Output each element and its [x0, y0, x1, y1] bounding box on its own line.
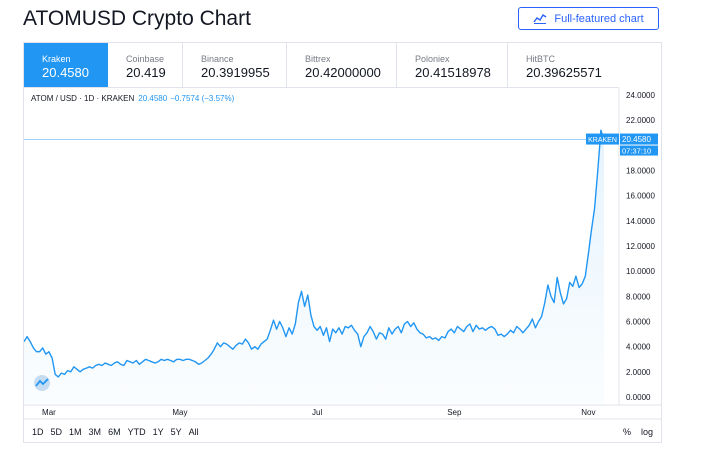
- y-tick-label: 22.0000: [626, 116, 655, 125]
- price-area: [24, 130, 604, 405]
- scale-options: % log: [623, 427, 653, 437]
- tab-exchange-name: Bittrex: [305, 54, 331, 64]
- tab-kraken[interactable]: Kraken 20.4580: [24, 43, 108, 87]
- y-tick-label: 18.0000: [626, 167, 655, 176]
- timeframe-all[interactable]: All: [188, 427, 199, 437]
- countdown-badge: [620, 145, 658, 156]
- x-tick-label: Nov: [581, 408, 595, 417]
- tab-hitbtc[interactable]: HitBTC 20.39625571: [508, 43, 618, 87]
- y-tick-label: 12.0000: [626, 242, 655, 251]
- y-tick-label: 2.0000: [626, 368, 651, 377]
- timeframe-bar: 1D 5D 1M 3M 6M YTD 1Y 5Y All: [32, 427, 206, 437]
- tab-price: 20.3919955: [201, 65, 270, 80]
- timeframe-1m[interactable]: 1M: [69, 427, 82, 437]
- last-price-exchange-badge: [586, 133, 619, 145]
- log-scale-toggle[interactable]: log: [640, 427, 653, 437]
- tradingview-logo-icon[interactable]: [32, 375, 52, 391]
- legend-value: 20.4580: [138, 94, 168, 103]
- tab-exchange-name: HitBTC: [526, 54, 555, 64]
- x-tick-label: Mar: [42, 408, 56, 417]
- y-tick-label: 14.0000: [626, 217, 655, 226]
- x-tick-label: Jul: [312, 408, 322, 417]
- tab-exchange-name: Binance: [201, 54, 234, 64]
- chart-legend: ATOM / USD · 1D · KRAKEN 20.4580 −0.7574 (…: [31, 94, 234, 103]
- countdown-value: 07:37:10: [622, 147, 651, 156]
- tab-price: 20.42000000: [305, 65, 381, 80]
- tab-poloniex[interactable]: Poloniex 20.41518978: [397, 43, 508, 87]
- chart-widget: Kraken 20.4580 Coinbase 20.419 Binance 2…: [23, 42, 662, 443]
- tab-price: 20.419: [126, 65, 166, 80]
- tab-binance[interactable]: Binance 20.3919955: [183, 43, 287, 87]
- tab-price: 20.39625571: [526, 65, 602, 80]
- x-tick-label: Sep: [447, 408, 462, 417]
- timeframe-ytd[interactable]: YTD: [127, 427, 146, 437]
- timeframe-1d[interactable]: 1D: [32, 427, 44, 437]
- price-line: [24, 129, 605, 378]
- y-tick-label: 24.0000: [626, 91, 655, 100]
- timeframe-6m[interactable]: 6M: [108, 427, 121, 437]
- tab-price: 20.4580: [42, 65, 89, 80]
- y-tick-label: 4.0000: [626, 343, 651, 352]
- tab-exchange-name: Kraken: [42, 54, 71, 64]
- full-featured-chart-label: Full-featured chart: [554, 12, 644, 25]
- tab-coinbase[interactable]: Coinbase 20.419: [108, 43, 183, 87]
- page-title: ATOMUSD Crypto Chart: [23, 7, 251, 30]
- last-price-value: 20.4580: [622, 135, 651, 144]
- y-tick-label: 6.0000: [626, 318, 651, 327]
- tab-exchange-name: Poloniex: [415, 54, 450, 64]
- full-featured-chart-button[interactable]: Full-featured chart: [518, 7, 659, 30]
- legend-symbol: ATOM / USD · 1D · KRAKEN: [31, 94, 135, 103]
- timeframe-1y[interactable]: 1Y: [152, 427, 164, 437]
- timeframe-5y[interactable]: 5Y: [170, 427, 182, 437]
- tab-price: 20.41518978: [415, 65, 491, 80]
- percent-scale-toggle[interactable]: %: [622, 427, 631, 437]
- y-tick-label: 8.0000: [626, 292, 651, 301]
- y-tick-label: 0.0000: [626, 393, 651, 402]
- y-tick-label: 10.0000: [626, 267, 655, 276]
- x-tick-label: May: [172, 408, 187, 417]
- timeframe-5d[interactable]: 5D: [50, 427, 63, 437]
- tab-exchange-name: Coinbase: [126, 54, 165, 64]
- timeframe-3m[interactable]: 3M: [88, 427, 102, 437]
- legend-change: −0.7574 (−3.57%): [170, 94, 235, 103]
- y-tick-label: 16.0000: [626, 192, 655, 201]
- tab-bittrex[interactable]: Bittrex 20.42000000: [287, 43, 397, 87]
- price-chart[interactable]: 24.0000 22.0000 18.0000 16.0000 14.0000 12.00…: [24, 43, 661, 442]
- chart-icon: [533, 13, 547, 24]
- last-price-badge: [620, 133, 658, 145]
- last-price-exchange-label: KRAKEN: [588, 137, 617, 144]
- exchange-tabs: Kraken 20.4580 Coinbase 20.419 Binance 2…: [24, 43, 618, 88]
